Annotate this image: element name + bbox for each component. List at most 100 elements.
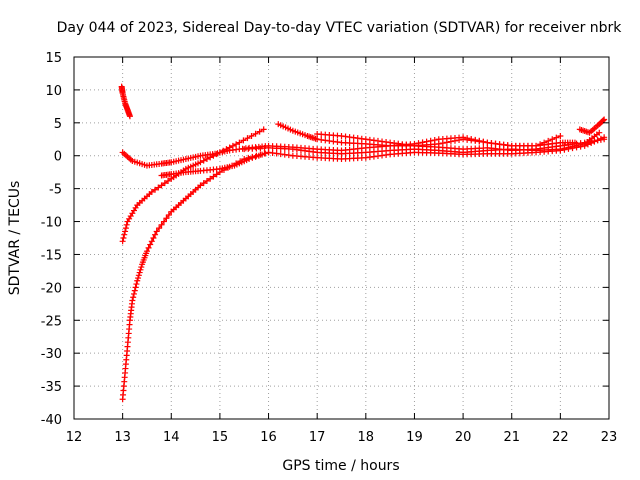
data-point xyxy=(246,156,253,163)
data-point xyxy=(126,113,133,120)
data-point xyxy=(213,171,220,178)
x-tick-label: 12 xyxy=(66,430,83,445)
chart-title: Day 044 of 2023, Sidereal Day-to-day VTE… xyxy=(57,20,623,36)
x-tick-label: 13 xyxy=(114,430,131,445)
x-tick-labels: 12 13 14 15 16 17 18 19 20 21 22 23 xyxy=(66,430,618,445)
data-point xyxy=(601,116,608,123)
y-tick-label: -15 xyxy=(41,248,62,263)
series-track-h xyxy=(241,129,603,157)
data-point xyxy=(200,157,207,164)
data-point xyxy=(207,154,214,161)
y-axis-label: SDTVAR / TECUs xyxy=(7,181,23,296)
data-point xyxy=(210,152,217,159)
data-point xyxy=(226,144,233,151)
data-point xyxy=(152,186,159,193)
data-point xyxy=(597,135,604,142)
data-point xyxy=(120,235,127,241)
y-tick-label: -30 xyxy=(41,347,62,362)
x-tick-label: 22 xyxy=(552,430,569,445)
data-point xyxy=(165,177,172,184)
data-point xyxy=(256,128,263,135)
y-tick-label: 15 xyxy=(45,51,62,66)
data-point xyxy=(150,235,157,241)
x-tick-label: 17 xyxy=(309,430,326,445)
data-point xyxy=(130,294,137,301)
data-point xyxy=(557,132,564,139)
x-tick-label: 18 xyxy=(358,430,375,445)
data-point xyxy=(135,272,142,279)
data-point xyxy=(223,146,230,153)
series-track-i xyxy=(576,116,608,136)
data-point xyxy=(259,151,266,158)
data-point xyxy=(591,138,598,145)
data-point xyxy=(594,137,601,144)
x-tick-label: 15 xyxy=(212,430,229,445)
data-point xyxy=(136,269,143,276)
data-point xyxy=(122,225,129,232)
data-point xyxy=(557,146,564,153)
data-point xyxy=(145,244,152,251)
x-tick-label: 19 xyxy=(406,430,423,445)
y-tick-label: 0 xyxy=(54,150,62,165)
data-point xyxy=(119,238,126,245)
grid-lines xyxy=(74,57,609,419)
y-tick-label: 10 xyxy=(45,84,62,99)
series-track-g xyxy=(314,131,578,149)
data-point xyxy=(553,134,560,141)
y-tick-labels: 15 10 5 0 -5 -10 -15 -20 -25 -30 -35 -40 xyxy=(41,51,62,428)
data-point xyxy=(216,149,223,156)
y-tick-label: -35 xyxy=(41,380,62,395)
data-point xyxy=(203,156,210,163)
data-point xyxy=(200,180,207,187)
data-point xyxy=(135,275,142,282)
plot-frame xyxy=(73,56,610,420)
data-point xyxy=(565,144,572,151)
data-point xyxy=(456,137,463,144)
data-point xyxy=(134,277,141,284)
data-point xyxy=(123,221,130,228)
data-point xyxy=(600,117,607,124)
y-tick-label: -5 xyxy=(49,183,62,198)
data-point xyxy=(244,135,251,142)
y-tick-label: -20 xyxy=(41,281,62,296)
series-track-a xyxy=(118,83,133,120)
y-tick-label: -25 xyxy=(41,314,62,329)
data-point xyxy=(153,228,160,235)
data-point xyxy=(252,153,259,160)
x-tick-label: 21 xyxy=(503,430,520,445)
x-axis-label: GPS time / hours xyxy=(282,458,399,474)
data-point xyxy=(156,225,163,232)
data-point xyxy=(207,175,214,182)
data-point xyxy=(148,188,155,195)
series-track-e xyxy=(158,149,272,179)
data-point xyxy=(137,266,144,273)
data-series xyxy=(118,83,608,403)
data-point xyxy=(255,152,262,159)
data-point xyxy=(197,159,204,166)
data-point xyxy=(133,281,140,288)
data-point xyxy=(596,129,603,136)
x-tick-label: 23 xyxy=(601,430,618,445)
data-point xyxy=(260,126,267,133)
data-point xyxy=(160,218,167,225)
data-point xyxy=(569,143,576,150)
data-point xyxy=(252,130,259,137)
data-point xyxy=(229,142,236,149)
data-point xyxy=(561,145,568,152)
data-point xyxy=(439,140,446,147)
data-point xyxy=(577,141,584,148)
data-point xyxy=(155,184,162,191)
data-point xyxy=(443,139,450,146)
data-point xyxy=(197,182,204,189)
data-point xyxy=(129,297,136,304)
x-tick-label: 16 xyxy=(260,430,277,445)
data-point xyxy=(122,228,129,235)
series-track-c xyxy=(119,126,267,245)
data-point xyxy=(249,154,256,161)
data-point xyxy=(165,211,172,218)
data-point xyxy=(601,134,608,141)
y-tick-label: 5 xyxy=(54,117,62,132)
data-point xyxy=(451,137,458,144)
data-point xyxy=(121,231,128,238)
